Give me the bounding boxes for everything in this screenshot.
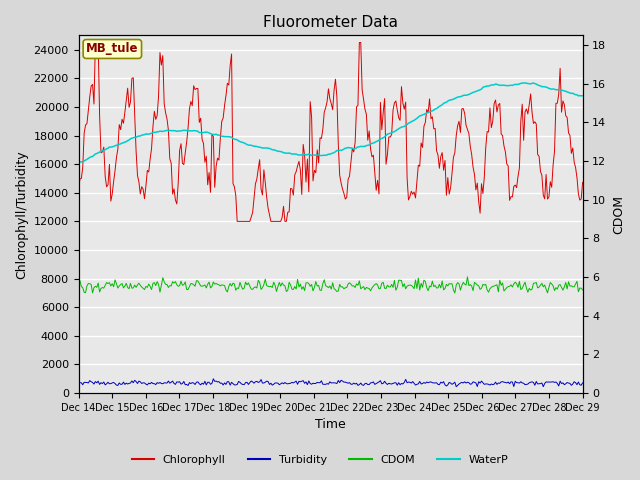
Y-axis label: CDOM: CDOM — [612, 195, 625, 234]
Text: MB_tule: MB_tule — [86, 43, 139, 56]
Y-axis label: Chlorophyll/Turbidity: Chlorophyll/Turbidity — [15, 150, 28, 278]
X-axis label: Time: Time — [315, 419, 346, 432]
Title: Fluorometer Data: Fluorometer Data — [263, 15, 398, 30]
Legend: Chlorophyll, Turbidity, CDOM, WaterP: Chlorophyll, Turbidity, CDOM, WaterP — [127, 451, 513, 469]
